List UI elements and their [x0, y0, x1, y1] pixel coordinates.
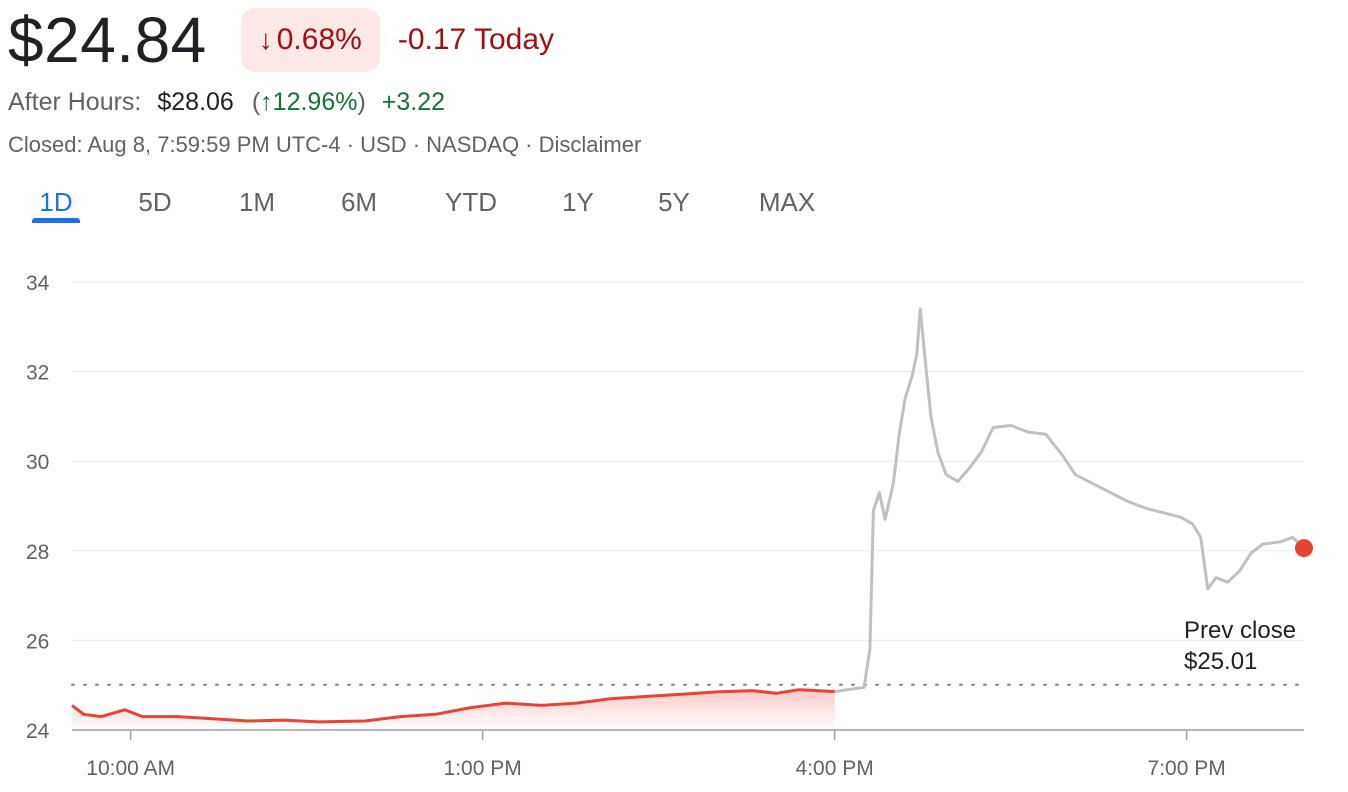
closed-text: Closed: Aug 8, 7:59:59 PM UTC-4 · USD · …: [8, 132, 539, 157]
active-tab-indicator: [32, 218, 80, 223]
change-percent-badge: ↓ 0.68%: [240, 8, 380, 72]
y-tick-label: 26: [26, 630, 49, 653]
quote-header: $24.84 ↓ 0.68% -0.17 Today: [8, 4, 554, 76]
disclaimer-link[interactable]: Disclaimer: [538, 132, 642, 157]
change-percent: 0.68%: [276, 23, 362, 56]
tab-5y[interactable]: 5Y: [658, 187, 690, 217]
market-status: Closed: Aug 8, 7:59:59 PM UTC-4 · USD · …: [8, 132, 641, 158]
y-tick-label: 34: [26, 272, 50, 295]
range-tabs: 1D 5D 1M 6M YTD 1Y 5Y MAX: [0, 180, 900, 228]
tab-5d[interactable]: 5D: [138, 187, 172, 217]
regular-session-line: [71, 688, 835, 724]
regular-session-area: [72, 689, 835, 730]
tab-ytd[interactable]: YTD: [445, 187, 497, 217]
after-hours-price: $28.06: [157, 88, 234, 116]
x-tick-label: 10:00 AM: [86, 757, 175, 780]
tab-1m[interactable]: 1M: [238, 187, 276, 217]
tab-6m[interactable]: 6M: [340, 187, 378, 217]
last-price-marker: [1295, 539, 1313, 558]
y-tick-label: 24: [26, 720, 50, 743]
tab-max[interactable]: MAX: [758, 187, 816, 217]
change-today: -0.17 Today: [397, 23, 555, 56]
prev-close-value: $25.01: [1184, 648, 1257, 675]
x-tick-label: 4:00 PM: [796, 757, 874, 780]
tab-1y[interactable]: 1Y: [562, 187, 594, 217]
after-hours-pct-value: 12.96%: [272, 88, 358, 116]
arrow-down-icon: ↓: [258, 24, 273, 55]
after-hours-change: +3.22: [381, 88, 446, 116]
tab-1d[interactable]: 1D: [39, 187, 73, 217]
prev-close-label: Prev close: [1184, 617, 1296, 644]
current-price: $24.84: [8, 4, 207, 76]
after-hours-percent: (↑12.96%): [252, 88, 366, 117]
y-tick-label: 32: [26, 362, 49, 385]
x-tick-label: 7:00 PM: [1148, 757, 1226, 780]
y-tick-label: 30: [26, 451, 49, 474]
after-hours-label: After Hours:: [8, 88, 142, 116]
x-tick-label: 1:00 PM: [444, 757, 522, 780]
after-hours-line: [834, 307, 1302, 693]
paren-open: (: [251, 88, 261, 116]
y-tick-label: 28: [26, 541, 49, 564]
paren-close: ): [357, 88, 366, 116]
arrow-up-icon: ↑: [260, 88, 273, 116]
after-hours-row: After Hours: $28.06 (↑12.96%) +3.22: [8, 88, 445, 117]
